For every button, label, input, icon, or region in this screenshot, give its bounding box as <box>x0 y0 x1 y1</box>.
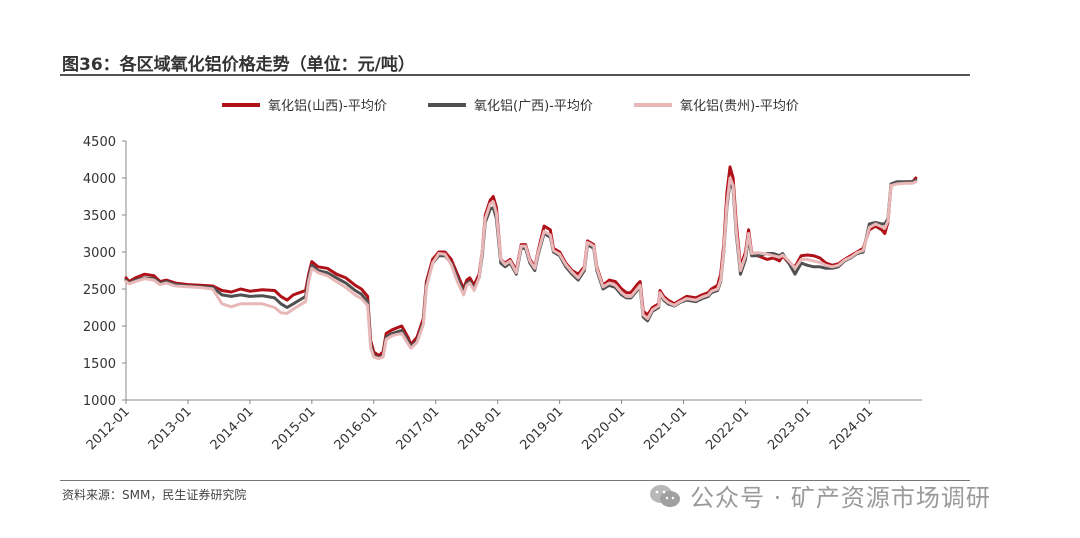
y-tick-label: 3000 <box>83 246 116 261</box>
x-tick-label: 2022-01 <box>703 404 752 453</box>
series-line-2 <box>124 178 918 360</box>
title-divider <box>60 74 970 76</box>
legend-label-3: 氧化铝(贵州)-平均价 <box>680 99 799 114</box>
x-tick-label: 2014-01 <box>208 404 257 453</box>
x-tick-label: 2021-01 <box>641 404 690 453</box>
x-tick-label: 2013-01 <box>146 404 195 453</box>
y-tick-label: 1500 <box>83 357 116 372</box>
x-tick-label: 2016-01 <box>332 404 381 453</box>
x-tick-label: 2015-01 <box>270 404 319 453</box>
watermark: 公众号 · 矿产资源市场调研 <box>648 478 991 513</box>
legend-label-2: 氧化铝(广西)-平均价 <box>474 99 593 114</box>
series-line-3 <box>124 176 918 361</box>
y-tick-label: 4000 <box>83 172 116 187</box>
x-tick-label: 2012-01 <box>84 404 133 453</box>
y-tick-label: 3500 <box>83 209 116 224</box>
source-note: 资料来源：SMM，民生证券研究院 <box>62 488 247 502</box>
x-tick-label: 2023-01 <box>765 404 814 453</box>
chart-legend: 氧化铝(山西)-平均价 氧化铝(广西)-平均价 氧化铝(贵州)-平均价 <box>222 99 799 114</box>
x-tick-label: 2024-01 <box>827 404 876 453</box>
x-tick-label: 2019-01 <box>517 404 566 453</box>
wechat-icon <box>650 484 680 507</box>
y-tick-label: 1000 <box>83 394 116 409</box>
watermark-text: 公众号 · 矿产资源市场调研 <box>690 484 991 512</box>
source-divider <box>60 480 970 481</box>
chart-title: 图36：各区域氧化铝价格走势（单位：元/吨） <box>62 55 415 75</box>
x-tick-label: 2020-01 <box>579 404 628 453</box>
chart-series <box>124 165 918 361</box>
x-tick-label: 2017-01 <box>394 404 443 453</box>
series-line-1 <box>124 165 918 358</box>
y-tick-label: 2000 <box>83 320 116 335</box>
x-tick-label: 2018-01 <box>455 404 504 453</box>
y-tick-label: 4500 <box>83 135 116 150</box>
legend-label-1: 氧化铝(山西)-平均价 <box>268 99 387 114</box>
chart-axes: 1000 1500 2000 2500 3000 3500 4000 4500 2012-01 2… <box>83 135 922 453</box>
y-tick-label: 2500 <box>83 283 116 298</box>
